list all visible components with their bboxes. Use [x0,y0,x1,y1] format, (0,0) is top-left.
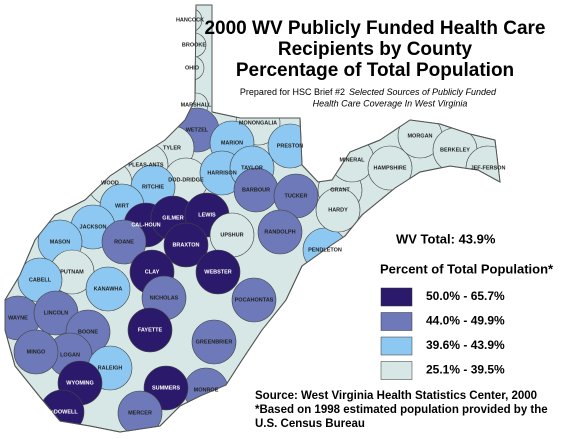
source-note: U.S. Census Bureau [255,418,365,430]
county-label: MERCER [128,410,152,416]
county-area [315,187,361,233]
county-area [127,307,173,353]
county-label: TAYLOR [241,165,263,171]
subtitle-italic: Health Care Coverage In West Virginia [313,98,468,108]
county-label: JACKSON [80,224,107,230]
county-area [231,277,277,323]
county-label: WEBSTER [204,269,232,275]
county-label: McDOWELL [46,409,78,415]
county-label: BROOKE [182,42,206,48]
county-label: TUCKER [285,193,308,199]
county-label: DOD-DRIDGE [168,177,204,183]
county-label: NICHOLAS [150,295,179,301]
map-title: Percentage of Total Population [236,60,514,81]
county-area [163,222,209,268]
county-label: GREENBRIER [196,339,233,345]
county-label: BERKELEY [440,147,470,153]
county-label: PENDLETON [308,247,342,253]
county-label: LOGAN [60,352,80,358]
county-label: HARRISON [207,170,236,176]
county-label: RALEIGH [98,365,123,371]
county-label: BOONE [78,329,99,335]
county-label: ROANE [114,239,134,245]
county-label: HAMPSHIRE [373,165,406,171]
text-layer: 2000 WV Publicly Funded Health CareRecip… [204,18,554,430]
county-label: UPSHUR [220,232,243,238]
map-title: Recipients by County [278,39,473,60]
county-label: SUMMERS [152,385,180,391]
county-area [117,390,163,432]
county-area [101,219,147,265]
county-label: WETZEL [186,127,209,133]
county-area [367,145,413,191]
county-label: WOOD [101,180,119,186]
county-label: RITCHIE [142,184,164,190]
county-label: CLAY [145,269,160,275]
county-label: POCAHONTAS [235,297,274,303]
legend-swatch [380,361,413,380]
county-label: CAL-HOUN [131,222,160,228]
legend-label: 39.6% - 43.9% [426,338,505,352]
county-label: LINCOLN [44,310,68,316]
county-label: MINGO [27,349,46,355]
legend-label: 50.0% - 65.7% [426,289,505,303]
legend-label: 44.0% - 49.9% [426,314,505,328]
county-label: WYOMING [66,380,94,386]
county-label: MONONGALIA [239,120,277,126]
county-area [13,329,59,375]
legend-swatch [380,287,413,307]
county-label: CABELL [29,277,52,283]
county-label: HARDY [328,207,348,213]
legend-swatch [380,312,413,331]
state-border [4,4,501,433]
county-label: RANDOLPH [264,229,295,235]
county-label: OHIO [185,65,200,71]
county-layer [5,7,500,432]
county-label: WAYNE [8,315,28,321]
county-label: MONROE [194,387,219,393]
county-area [195,249,241,295]
map-title: 2000 WV Publicly Funded Health Care [204,18,545,39]
county-label: FAYETTE [138,327,163,333]
county-label: HANCOCK [176,17,204,23]
county-label-layer: HANCOCK BROOKE OHIO MARSHALL WETZEL MONONGALI… [8,17,505,416]
county-label: BRAXTON [172,242,199,248]
county-label: KANAWHA [94,286,123,292]
county-label: TYLER [163,145,181,151]
county-label: BARBOUR [242,187,270,193]
county-label: GRANT [330,187,350,193]
county-area [191,319,237,365]
county-label: PLEAS-ANTS [128,162,163,168]
legend-title: Percent of Total Population* [380,261,554,276]
subtitle-italic: Selected Sources of Publicly Funded [349,87,497,97]
county-label: WIRT [115,203,130,209]
county-area [85,266,131,312]
source-note: Source: West Virginia Health Statistics … [255,390,537,402]
county-label: JEF-FERSON [471,165,506,171]
county-label: PRESTON [277,143,304,149]
subtitle: Prepared for HSC Brief #2 Selected Source… [240,87,497,97]
wv-total: WV Total: 43.9% [396,231,496,246]
legend-swatch [380,336,413,356]
county-label: GILMER [162,215,183,221]
county-label: MORGAN [407,133,432,139]
county-label: LEWIS [198,212,216,218]
county-label: MINERAL [339,157,365,163]
county-area [257,209,303,255]
subtitle-prefix: Prepared for HSC Brief #2 [240,87,345,97]
county-label: MARION [221,140,243,146]
county-label: PUTNAM [60,269,84,275]
source-note: *Based on 1998 estimated population prov… [255,404,548,416]
legend-label: 25.1% - 39.5% [426,363,505,377]
county-label: MASON [50,239,71,245]
county-label: MARSHALL [181,102,212,108]
